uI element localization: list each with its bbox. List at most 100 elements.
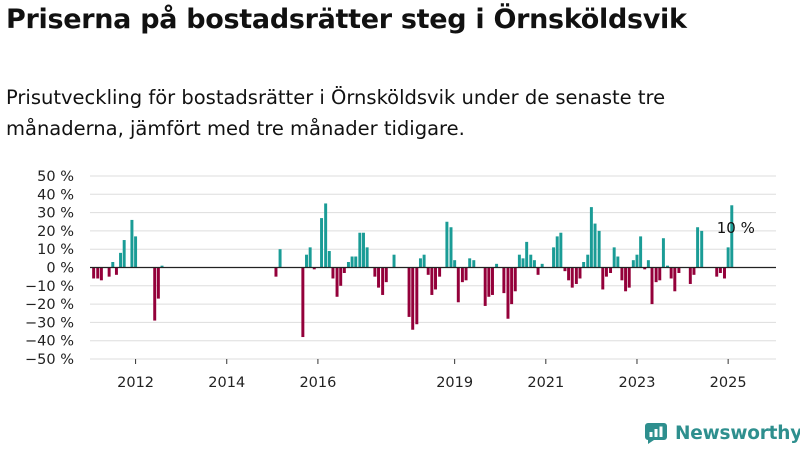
bar xyxy=(445,221,449,268)
bar xyxy=(673,267,677,292)
bar xyxy=(312,267,316,270)
bar xyxy=(339,267,343,286)
bar xyxy=(604,267,608,277)
bar xyxy=(438,267,442,277)
bar xyxy=(700,230,704,268)
bar xyxy=(407,267,411,317)
bar xyxy=(308,247,312,268)
bar xyxy=(726,247,730,268)
bar xyxy=(517,254,521,268)
bar xyxy=(99,267,103,281)
bar xyxy=(677,267,681,273)
y-tick-label: 20 % xyxy=(37,224,74,240)
bar xyxy=(624,267,628,292)
bar xyxy=(559,232,563,268)
bar xyxy=(555,236,559,268)
bar xyxy=(563,267,567,272)
x-tick-label: 2023 xyxy=(619,375,656,391)
bar xyxy=(460,267,464,283)
x-tick-label: 2021 xyxy=(527,375,564,391)
bar xyxy=(593,223,597,268)
bar xyxy=(696,227,700,268)
newsworthy-logo: Newsworthy xyxy=(644,420,800,446)
chart-title: Priserna på bostadsrätter steg i Örnsköl… xyxy=(6,4,687,35)
bar xyxy=(510,267,514,305)
bar xyxy=(342,267,346,273)
x-tick-label: 2016 xyxy=(299,375,336,391)
bar xyxy=(658,267,662,281)
bar xyxy=(331,267,335,279)
bar xyxy=(301,267,305,338)
bar xyxy=(119,252,123,268)
x-tick-label: 2019 xyxy=(436,375,473,391)
annotations: 10 % xyxy=(717,219,755,237)
bar xyxy=(654,267,658,283)
bar xyxy=(426,267,430,275)
bar xyxy=(377,267,381,288)
bar xyxy=(324,203,328,268)
bar xyxy=(506,267,510,319)
bar xyxy=(715,267,719,277)
annotation-label: 10 % xyxy=(717,219,755,237)
bar xyxy=(422,254,426,268)
bar xyxy=(114,267,118,275)
bar xyxy=(468,258,472,268)
bar xyxy=(552,247,556,268)
bar xyxy=(570,267,574,288)
bar xyxy=(464,267,468,281)
brand-name: Newsworthy xyxy=(675,422,800,444)
bar xyxy=(635,254,639,268)
bar xyxy=(666,265,669,268)
bar xyxy=(384,267,388,283)
bar xyxy=(646,260,650,268)
bar xyxy=(643,267,647,270)
x-axis-tick-labels: 2012 2014 2016 2019 2021 2023 2025 xyxy=(117,359,747,391)
bar xyxy=(453,260,457,268)
bar xyxy=(574,267,578,284)
bar-chart: −50 % −40 % −30 % −20 % −10 % 0 % 10 % 20 % 30 %… xyxy=(25,169,776,391)
bar xyxy=(107,267,111,277)
bar xyxy=(274,267,278,277)
bar xyxy=(616,256,620,268)
bar xyxy=(730,205,734,268)
y-tick-label: 40 % xyxy=(37,187,74,203)
chart-subtitle: Prisutveckling för bostadsrätter i Örnsk… xyxy=(6,86,666,140)
bar xyxy=(601,267,605,290)
bar xyxy=(612,247,616,268)
y-axis-tick-labels: −50 % −40 % −30 % −20 % −10 % 0 % 10 % 20 % 30 %… xyxy=(25,169,74,368)
bar xyxy=(487,267,491,297)
bar xyxy=(92,267,96,279)
bar xyxy=(597,230,601,268)
y-tick-label: −10 % xyxy=(25,279,74,295)
bar xyxy=(502,267,506,294)
bar xyxy=(346,262,350,268)
bar xyxy=(381,267,385,295)
bar xyxy=(111,262,115,268)
bar xyxy=(305,254,308,268)
y-tick-label: −50 % xyxy=(25,352,74,368)
bar xyxy=(335,267,339,297)
bar xyxy=(495,263,499,268)
bar xyxy=(122,240,126,268)
bar xyxy=(532,260,536,268)
bar xyxy=(718,267,722,273)
bar xyxy=(354,256,358,268)
bar xyxy=(327,251,331,268)
bar xyxy=(373,267,377,277)
bar xyxy=(153,267,157,321)
bar xyxy=(650,267,654,305)
y-tick-label: −40 % xyxy=(25,334,74,350)
bar xyxy=(578,267,582,279)
bar xyxy=(418,258,422,268)
bar xyxy=(160,265,164,268)
newsworthy-logo-icon xyxy=(645,423,667,444)
bar xyxy=(536,267,540,275)
bar xyxy=(350,256,354,268)
bar xyxy=(688,267,692,284)
bar xyxy=(661,238,665,268)
x-tick-label: 2014 xyxy=(208,375,245,391)
bar xyxy=(669,267,673,279)
bar xyxy=(415,267,419,325)
y-tick-label: −30 % xyxy=(25,315,74,331)
bar xyxy=(586,254,590,268)
